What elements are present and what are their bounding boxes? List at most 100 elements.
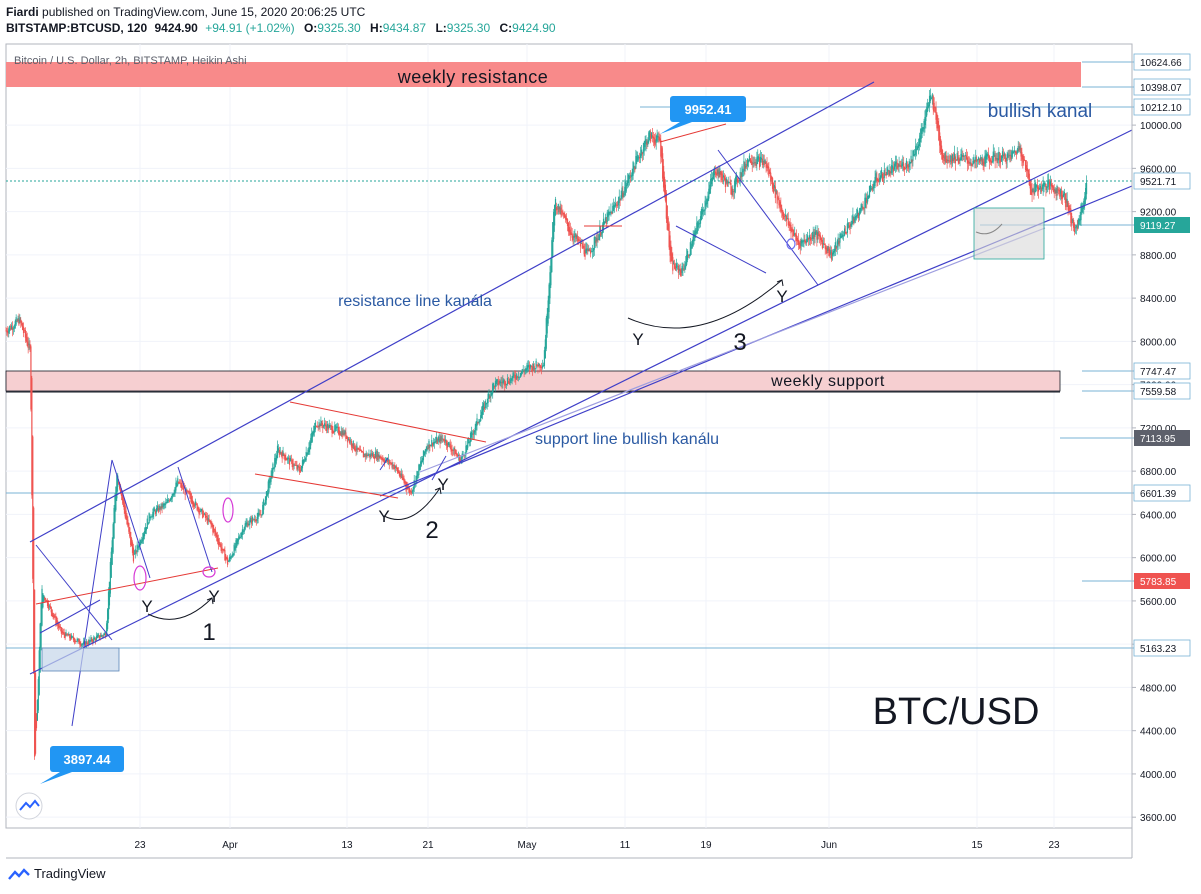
- price-callout[interactable]: [670, 96, 746, 122]
- y-tick-label: 9200.00: [1140, 208, 1177, 219]
- candle-body: [1016, 149, 1018, 154]
- candle-body: [75, 641, 77, 642]
- candle-body: [1071, 215, 1073, 225]
- trend-line[interactable]: [254, 473, 399, 499]
- candle-body: [563, 212, 565, 218]
- wedge-line[interactable]: [71, 459, 113, 727]
- projection-box[interactable]: [973, 207, 1045, 260]
- arc-arrow-2[interactable]: [383, 487, 441, 520]
- channel-support-line[interactable]: [29, 129, 1133, 675]
- price-callout[interactable]: [50, 746, 124, 772]
- candle-body: [223, 549, 225, 551]
- price-change: +94.91 (+1.02%): [205, 21, 295, 35]
- candle-body: [489, 396, 491, 398]
- candle-body: [541, 367, 543, 369]
- candle-body: [683, 268, 685, 270]
- candle-body: [229, 556, 232, 560]
- candle-body: [142, 537, 144, 541]
- candle-body: [511, 376, 513, 381]
- candle-body: [517, 376, 519, 379]
- candle-body: [749, 158, 751, 163]
- candle-body: [784, 214, 787, 217]
- candle-body: [336, 426, 339, 428]
- candle-body: [846, 223, 848, 233]
- candle-body: [1060, 188, 1062, 194]
- candle-body: [31, 377, 33, 496]
- zone-weekly-support[interactable]: [5, 370, 1061, 392]
- candle-body: [793, 233, 795, 236]
- zone-weekly-resistance[interactable]: [6, 62, 1081, 87]
- candle-body: [1047, 180, 1049, 187]
- footer-brand[interactable]: TradingView: [34, 866, 106, 881]
- trend-line[interactable]: [659, 123, 727, 143]
- candle-body: [355, 448, 357, 451]
- author-name[interactable]: Fiardi: [6, 5, 39, 19]
- price-marker-label: 7113.95: [1140, 434, 1176, 445]
- candle-body: [170, 497, 172, 500]
- candle-body: [483, 406, 486, 410]
- candle-body: [260, 514, 262, 516]
- candle-body: [85, 641, 87, 644]
- candle-body: [617, 200, 619, 206]
- candle-body: [809, 237, 812, 241]
- support-line-extension[interactable]: [419, 227, 1046, 473]
- candle-body: [352, 441, 354, 446]
- candle-body: [509, 378, 511, 384]
- candle-body: [841, 234, 843, 238]
- trend-line[interactable]: [289, 401, 487, 443]
- candle-body: [797, 239, 800, 246]
- candle-body: [868, 185, 871, 198]
- wedge-line[interactable]: [111, 459, 151, 579]
- candle-body: [499, 381, 501, 384]
- price-marker: [1134, 573, 1190, 589]
- time-axis[interactable]: 23 Apr 13 21 May 11 19 Jun 15 23: [6, 840, 1132, 859]
- candle-body: [735, 175, 738, 182]
- candle-body: [718, 171, 720, 178]
- candle-body: [962, 155, 964, 157]
- candle-body: [22, 326, 25, 334]
- candle-body: [942, 154, 945, 158]
- candle-body: [405, 481, 407, 488]
- candle-body: [78, 639, 80, 644]
- candle-body: [434, 441, 437, 443]
- price-marker: [1133, 484, 1191, 502]
- candle-body: [878, 180, 880, 183]
- candle-body: [605, 220, 607, 224]
- candle-body: [691, 243, 693, 249]
- accumulation-box[interactable]: [41, 647, 120, 672]
- candle-body: [850, 223, 852, 227]
- candle-body: [236, 538, 238, 545]
- wedge-line[interactable]: [717, 149, 819, 286]
- wedge-line[interactable]: [675, 225, 767, 274]
- price-axis[interactable]: 3600.004000.004400.004800.005200.005600.…: [1131, 44, 1191, 858]
- candle-body: [518, 376, 521, 378]
- candle-body: [996, 157, 998, 163]
- candle-body: [43, 595, 45, 601]
- arrow-head: [776, 279, 784, 287]
- arc-arrow-1[interactable]: [147, 597, 213, 620]
- candle-body: [783, 213, 785, 220]
- candle-body: [624, 186, 626, 195]
- arc-arrow-3[interactable]: [627, 279, 783, 329]
- candle-body: [526, 365, 528, 370]
- plot-area[interactable]: [5, 43, 1133, 829]
- candle-body: [966, 157, 969, 164]
- trend-line[interactable]: [35, 567, 219, 605]
- wedge-line[interactable]: [39, 599, 101, 634]
- candle-body: [658, 136, 660, 141]
- candle-body: [636, 156, 638, 163]
- candle-body: [642, 149, 644, 154]
- candle-body: [964, 155, 966, 157]
- wedge-line[interactable]: [177, 466, 213, 573]
- wedge-line[interactable]: [35, 544, 113, 641]
- candle-body: [51, 609, 53, 617]
- candle-body: [879, 177, 881, 182]
- channel-upper-line[interactable]: [29, 81, 875, 543]
- candle-body: [93, 637, 95, 642]
- candle-body: [576, 235, 578, 238]
- candle-body: [934, 107, 936, 108]
- candle-body: [863, 207, 865, 209]
- candle-body: [20, 319, 22, 323]
- candle-body: [304, 459, 306, 462]
